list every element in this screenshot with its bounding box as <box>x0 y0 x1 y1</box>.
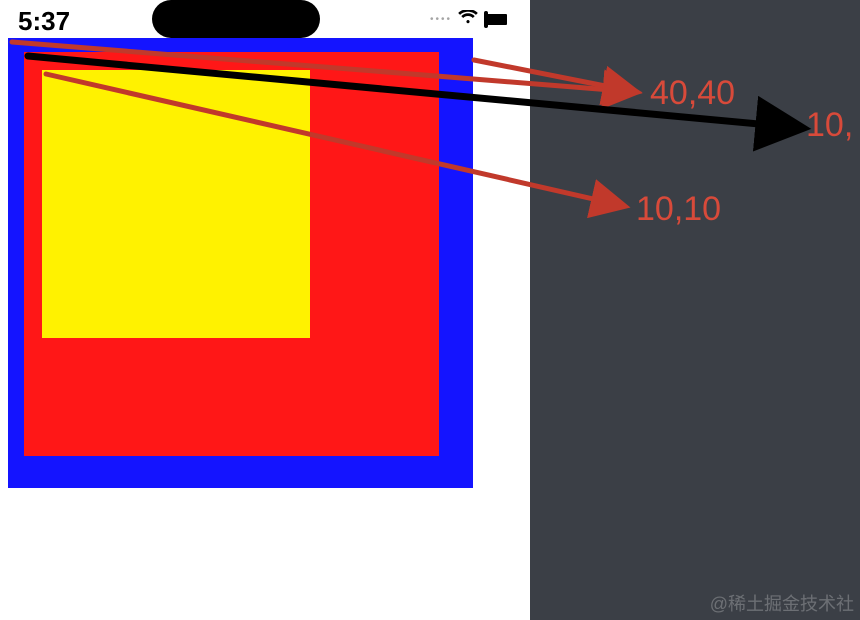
coord-label-10-trunc: 10, <box>806 106 853 145</box>
phone-notch <box>152 0 320 38</box>
coord-label-10-10: 10,10 <box>636 190 721 229</box>
wifi-icon <box>458 10 478 29</box>
status-time: 5:37 <box>18 6 70 37</box>
coord-label-40-40: 40,40 <box>650 74 735 113</box>
diagram-stage: 5:37 •••• 40,40 10, 10,10 @稀土掘金技术社 <box>0 0 860 620</box>
cellular-dots-icon: •••• <box>430 14 452 25</box>
battery-icon <box>484 11 488 28</box>
watermark-text: @稀土掘金技术社 <box>710 590 854 616</box>
yellow-square <box>42 70 310 338</box>
